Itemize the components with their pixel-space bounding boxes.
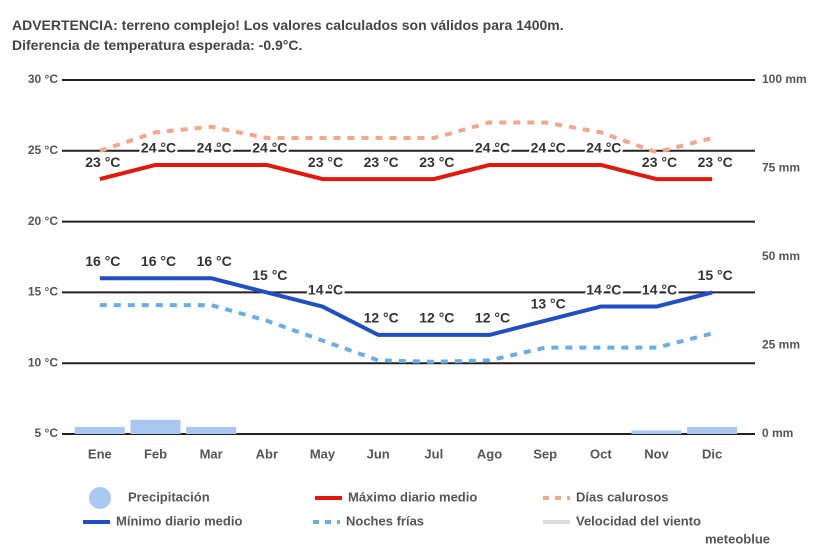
chart-title: ADVERTENCIA: terreno complejo! Los valor… (12, 17, 564, 33)
x-tick-label: Jun (367, 446, 390, 461)
x-tick-label: Abr (256, 446, 278, 461)
dashed-line (99, 120, 713, 155)
precip-bar (74, 426, 125, 434)
data-label: 12 °C (475, 310, 510, 326)
data-label: 15 °C (252, 267, 287, 283)
precip-bar (631, 430, 682, 434)
y2-tick-label: 75 mm (762, 161, 800, 175)
y2-tick-label: 25 mm (762, 338, 800, 352)
x-tick-label: Mar (200, 446, 223, 461)
data-label: 12 °C (364, 310, 399, 326)
precip-bar (130, 419, 181, 434)
legend-swatch (89, 487, 111, 509)
credit: meteoblue (705, 531, 770, 546)
data-label: 12 °C (419, 310, 454, 326)
data-label: 15 °C (698, 267, 733, 283)
precip-bar (186, 426, 237, 434)
data-label: 13 °C (531, 295, 566, 311)
data-label: 23 °C (308, 154, 343, 170)
legend-label: Días calurosos (576, 489, 669, 504)
y-tick-label: 30 °C (28, 72, 58, 86)
y2-tick-label: 100 mm (762, 72, 807, 86)
data-label: 16 °C (141, 253, 176, 269)
legend-label: Velocidad del viento (576, 513, 701, 528)
data-label: 24 °C (475, 140, 510, 156)
legend-label: Mínimo diario medio (116, 513, 242, 528)
x-tick-label: Dic (702, 446, 722, 461)
y2-tick-label: 0 mm (762, 426, 793, 440)
x-tick-label: Feb (144, 446, 167, 461)
legend-label: Noches frías (346, 513, 424, 528)
precip-bar (687, 426, 738, 434)
data-label: 24 °C (252, 140, 287, 156)
data-label: 23 °C (364, 154, 399, 170)
data-label: 16 °C (85, 253, 120, 269)
x-tick-label: Ago (477, 446, 502, 461)
data-label: 24 °C (141, 140, 176, 156)
x-tick-label: Ene (88, 446, 112, 461)
y-tick-label: 15 °C (28, 285, 58, 299)
data-label: 14 °C (642, 281, 677, 297)
chart-subtitle: Diferencia de temperatura esperada: -0.9… (12, 37, 302, 53)
data-label: 24 °C (586, 140, 621, 156)
data-label: 16 °C (197, 253, 232, 269)
y-tick-label: 5 °C (35, 426, 59, 440)
data-label: 14 °C (586, 281, 621, 297)
data-label: 23 °C (642, 154, 677, 170)
y-tick-label: 20 °C (28, 214, 58, 228)
data-label: 24 °C (197, 140, 232, 156)
legend-label: Precipitación (128, 489, 210, 504)
line (99, 162, 713, 182)
data-label: 14 °C (308, 281, 343, 297)
data-label: 24 °C (531, 140, 566, 156)
y2-tick-label: 50 mm (762, 249, 800, 263)
x-tick-label: Oct (590, 446, 612, 461)
dashed-line (99, 303, 713, 364)
data-label: 23 °C (419, 154, 454, 170)
y-tick-label: 10 °C (28, 355, 58, 369)
legend-label: Máximo diario medio (348, 489, 477, 504)
x-tick-label: Nov (644, 446, 669, 461)
data-label: 23 °C (698, 154, 733, 170)
x-tick-label: Sep (533, 446, 557, 461)
data-label: 23 °C (85, 154, 120, 170)
line (99, 276, 713, 337)
x-tick-label: May (310, 446, 336, 461)
y-tick-label: 25 °C (28, 143, 58, 157)
x-tick-label: Jul (424, 446, 443, 461)
